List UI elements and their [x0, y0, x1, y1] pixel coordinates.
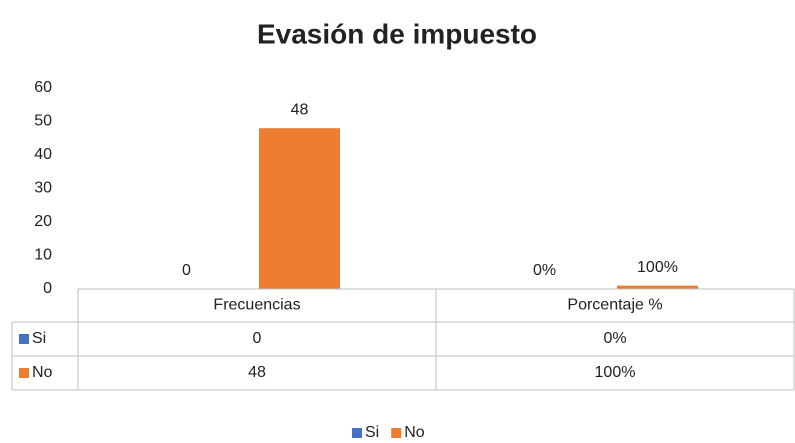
x-tick-label: Porcentaje %	[567, 297, 662, 314]
data-label: 100%	[637, 259, 678, 276]
row-label: Si	[32, 330, 46, 347]
x-tick-label: Frecuencias	[213, 297, 300, 314]
legend-label: Si	[365, 424, 379, 441]
data-label: 0%	[533, 262, 556, 279]
chart-title: Evasión de impuesto	[257, 18, 537, 49]
y-tick-label: 20	[34, 213, 52, 230]
legend-label: No	[404, 424, 425, 441]
bar	[259, 128, 340, 289]
y-tick-label: 40	[34, 146, 52, 163]
row-label: No	[32, 364, 53, 381]
table-cell: 0%	[603, 330, 626, 347]
legend-key	[352, 428, 362, 438]
bar	[617, 285, 698, 289]
y-tick-label: 0	[43, 280, 52, 297]
table-cell: 0	[253, 330, 262, 347]
legend-key	[391, 428, 402, 438]
table-cell: 48	[248, 364, 266, 381]
y-tick-label: 30	[34, 180, 52, 197]
legend-key	[19, 334, 29, 344]
y-tick-label: 10	[34, 247, 52, 264]
table-cell: 100%	[595, 364, 636, 381]
y-tick-label: 60	[34, 79, 52, 96]
legend-key	[19, 368, 29, 378]
data-label: 48	[291, 101, 309, 118]
data-label: 0	[182, 262, 191, 279]
y-tick-label: 50	[34, 113, 52, 130]
